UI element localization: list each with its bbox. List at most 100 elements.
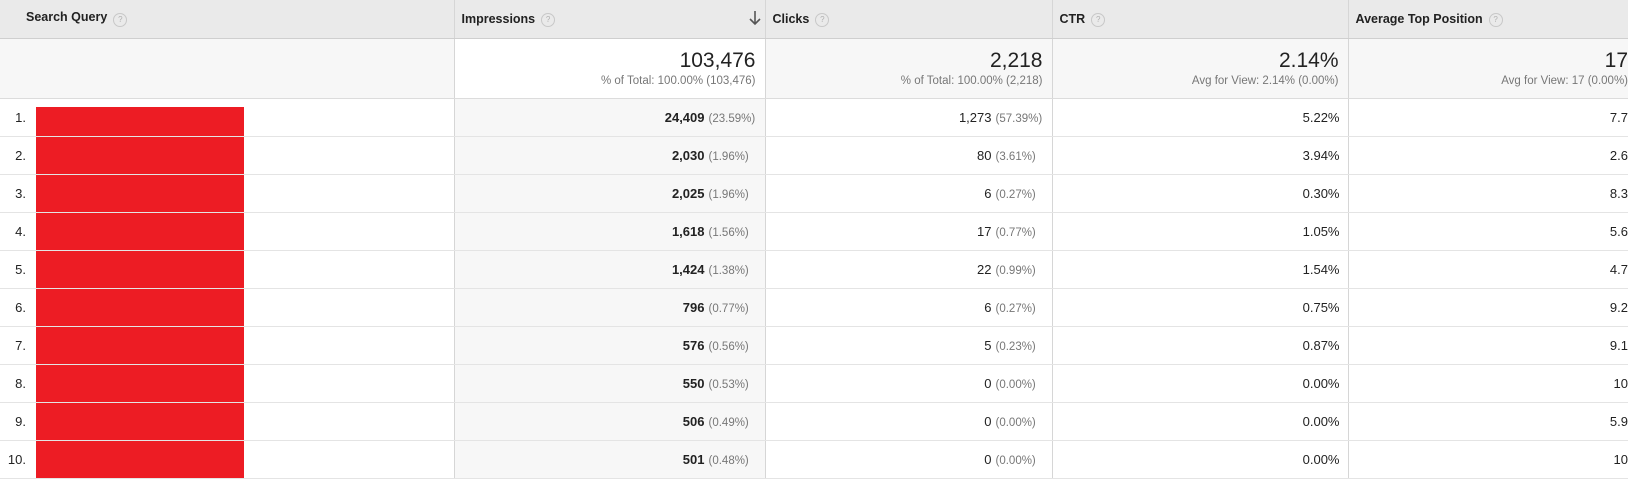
clicks-percent: (0.00%) [995,455,1036,467]
search-query-cell[interactable]: 4. [0,212,455,251]
position-cell: 5.6 [1348,212,1628,251]
table-row[interactable]: 2. 2,030 (1.96%) 80 (3.61%) 3.94% 2.6 [0,136,1628,175]
row-number: 2. [15,148,26,163]
ctr-cell: 5.22% [1052,98,1349,137]
impressions-percent: (1.38%) [708,265,749,277]
search-query-cell[interactable]: 8. [0,364,455,403]
table-row[interactable]: 8. 550 (0.53%) 0 (0.00%) 0.00% 10 [0,364,1628,403]
search-query-cell[interactable]: 6. [0,288,455,327]
position-value: 10 [1613,452,1628,467]
clicks-value: 0 [984,452,992,467]
impressions-value: 2,025 [671,186,705,201]
redacted-query-block [36,327,244,364]
help-icon[interactable]: ? [113,12,128,27]
position-value: 5.9 [1609,414,1628,429]
ctr-value: 1.05% [1302,224,1340,239]
row-number: 6. [15,300,26,315]
totals-impressions: 103,476 % of Total: 100.00% (103,476) [454,38,766,99]
position-cell: 2.6 [1348,136,1628,175]
position-value: 8.3 [1609,186,1628,201]
ctr-value: 0.00% [1302,414,1340,429]
impressions-percent: (0.53%) [708,379,749,391]
impressions-value: 550 [682,376,705,391]
impressions-value: 1,424 [671,262,705,277]
search-query-cell[interactable]: 5. [0,250,455,289]
column-header-impressions[interactable]: Impressions? [454,0,766,39]
redacted-query-block [36,251,244,288]
sort-descending-icon[interactable] [748,9,762,27]
table-row[interactable]: 4. 1,618 (1.56%) 17 (0.77%) 1.05% 5.6 [0,212,1628,251]
table-row[interactable]: 7. 576 (0.56%) 5 (0.23%) 0.87% 9.1 [0,326,1628,365]
total-subtext: Avg for View: 2.14% (0.00%) [1191,75,1339,87]
search-query-cell[interactable]: 7. [0,326,455,365]
total-value: 103,476 [679,49,756,72]
impressions-value: 576 [682,338,705,353]
row-number: 5. [15,262,26,277]
clicks-value: 6 [984,300,992,315]
ctr-cell: 0.75% [1052,288,1349,327]
clicks-value: 22 [977,262,992,277]
table-row[interactable]: 5. 1,424 (1.38%) 22 (0.99%) 1.54% 4.7 [0,250,1628,289]
search-query-cell[interactable]: 10. [0,440,455,479]
help-icon[interactable]: ? [1091,12,1106,27]
clicks-percent: (0.00%) [995,379,1036,391]
totals-position: 17 Avg for View: 17 (0.00%) [1348,38,1628,99]
impressions-percent: (23.59%) [708,113,756,125]
impressions-cell: 501 (0.48%) [454,440,766,479]
impressions-percent: (1.56%) [708,227,749,239]
ctr-cell: 0.00% [1052,364,1349,403]
ctr-value: 1.54% [1302,262,1340,277]
table-row[interactable]: 9. 506 (0.49%) 0 (0.00%) 0.00% 5.9 [0,402,1628,441]
position-value: 9.1 [1609,338,1628,353]
impressions-percent: (0.56%) [708,341,749,353]
column-header-search-query[interactable]: Search Query? [0,0,455,39]
impressions-cell: 550 (0.53%) [454,364,766,403]
ctr-cell: 0.30% [1052,174,1349,213]
redacted-query-block [36,107,244,136]
ctr-cell: 1.05% [1052,212,1349,251]
totals-ctr: 2.14% Avg for View: 2.14% (0.00%) [1052,38,1349,99]
table-row[interactable]: 10. 501 (0.48%) 0 (0.00%) 0.00% 10 [0,440,1628,479]
help-icon[interactable]: ? [815,12,830,27]
impressions-percent: (1.96%) [708,151,749,163]
column-header-clicks[interactable]: Clicks? [765,0,1053,39]
column-header-ctr[interactable]: CTR? [1052,0,1349,39]
search-query-cell[interactable]: 2. [0,136,455,175]
help-icon[interactable]: ? [1488,12,1503,27]
position-cell: 7.7 [1348,98,1628,137]
column-label: Average Top Position [1355,11,1483,26]
clicks-percent: (0.23%) [995,341,1036,353]
impressions-value: 2,030 [671,148,705,163]
header-row: Search Query? Impressions? Clicks? CTR? … [0,0,1628,39]
total-subtext: % of Total: 100.00% (103,476) [600,75,756,87]
search-query-cell[interactable]: 1. [0,98,455,137]
totals-row: 103,476 % of Total: 100.00% (103,476) 2,… [0,38,1628,99]
impressions-value: 506 [682,414,705,429]
total-subtext: % of Total: 100.00% (2,218) [900,75,1043,87]
clicks-percent: (3.61%) [995,151,1036,163]
total-value: 2.14% [1278,49,1339,72]
clicks-percent: (0.27%) [995,189,1036,201]
clicks-cell: 0 (0.00%) [765,402,1053,441]
column-label: CTR [1059,11,1086,26]
impressions-value: 796 [682,300,705,315]
column-header-average-top-position[interactable]: Average Top Position? [1348,0,1628,39]
table-row[interactable]: 3. 2,025 (1.96%) 6 (0.27%) 0.30% 8.3 [0,174,1628,213]
search-query-cell[interactable]: 3. [0,174,455,213]
row-number: 9. [15,414,26,429]
redacted-query-block [36,213,244,250]
redacted-query-block [36,289,244,326]
total-value: 17 [1604,49,1628,72]
table-row[interactable]: 6. 796 (0.77%) 6 (0.27%) 0.75% 9.2 [0,288,1628,327]
position-value: 2.6 [1609,148,1628,163]
clicks-value: 17 [977,224,992,239]
clicks-percent: (0.00%) [995,417,1036,429]
impressions-cell: 1,424 (1.38%) [454,250,766,289]
ctr-value: 3.94% [1302,148,1340,163]
total-subtext: Avg for View: 17 (0.00%) [1501,75,1628,87]
help-icon[interactable]: ? [541,12,556,27]
ctr-value: 0.00% [1302,376,1340,391]
table-row[interactable]: 1. 24,409 (23.59%) 1,273 (57.39%) 5.22% 7.… [0,98,1628,137]
ctr-value: 0.87% [1302,338,1340,353]
search-query-cell[interactable]: 9. [0,402,455,441]
